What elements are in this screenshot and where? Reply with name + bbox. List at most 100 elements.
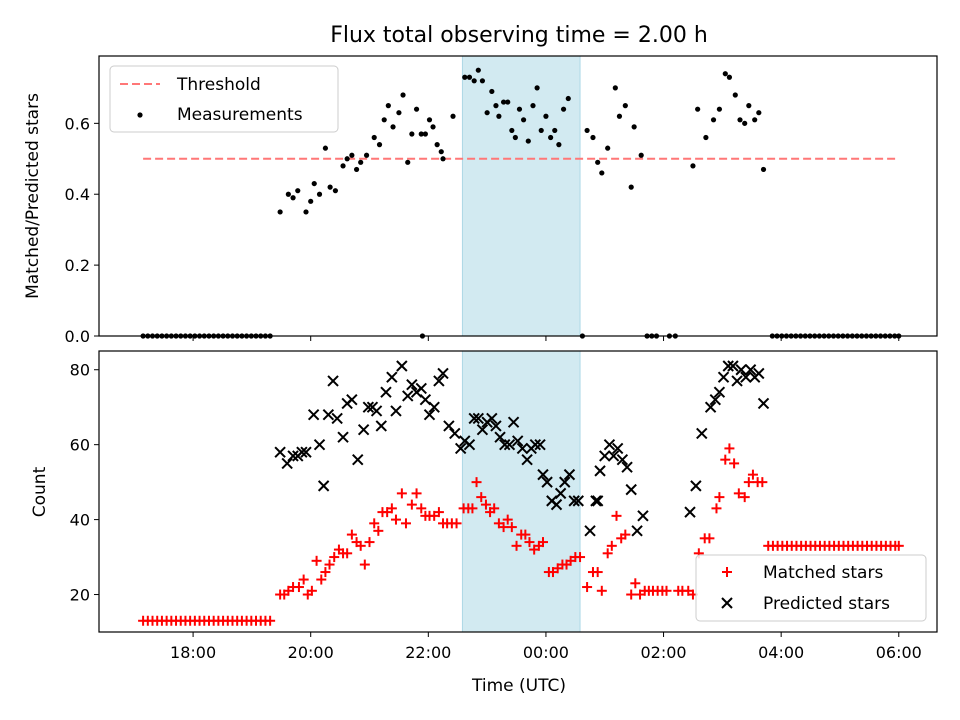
predicted-star-point <box>463 438 476 451</box>
predicted-star-point <box>637 510 649 522</box>
measurement-point <box>752 117 758 123</box>
predicted-star-point <box>375 420 387 432</box>
measurement-point <box>530 103 536 109</box>
matched-star-point <box>342 548 353 559</box>
measurement-point <box>732 92 738 98</box>
matched-star-point <box>416 503 427 514</box>
measurement-point <box>690 163 696 169</box>
measurement-point <box>525 138 531 144</box>
bottom-legend: Matched stars Predicted stars <box>695 554 927 622</box>
matched-star-point <box>480 499 491 510</box>
matched-star-point <box>369 518 380 529</box>
legend-predicted-swatch <box>721 597 733 609</box>
predicted-star-point <box>499 438 511 451</box>
predicted-star-point <box>346 393 358 406</box>
predicted-star-point <box>454 442 467 455</box>
matched-star-point <box>502 514 513 525</box>
legend-box <box>695 554 927 622</box>
legend-measurement-swatch <box>137 112 143 118</box>
chart-title: Flux total observing time = 2.00 h <box>330 23 708 48</box>
measurement-point <box>605 145 611 151</box>
matched-star-point <box>293 582 304 593</box>
bottom-axes-frame <box>98 350 938 633</box>
measurement-point <box>560 106 567 112</box>
measurement-point <box>422 131 428 137</box>
measurement-point <box>726 74 733 80</box>
x-tick-label: 22:00 <box>405 643 451 662</box>
x-tick-label: 20:00 <box>288 643 334 662</box>
matched-star-point <box>722 567 732 577</box>
matched-star-point <box>396 488 407 499</box>
matched-star-point <box>320 567 331 578</box>
predicted-star-point <box>594 465 606 477</box>
measurement-point <box>340 163 346 169</box>
matched-star-point <box>298 574 309 585</box>
predicted-star-point <box>472 412 485 425</box>
legend-box <box>109 65 339 133</box>
predicted-star-point <box>511 435 524 447</box>
predicted-star-point <box>713 386 726 398</box>
top-legend: Threshold Measurements <box>109 65 339 133</box>
matched-star-point <box>329 552 340 563</box>
predicted-star-point <box>616 453 629 466</box>
matched-star-point <box>506 522 517 533</box>
measurement-point <box>390 124 396 130</box>
predicted-star-point <box>709 393 722 406</box>
matched-star-point <box>511 540 522 551</box>
matched-star-point <box>390 514 401 525</box>
predicted-star-point <box>584 525 596 537</box>
measurement-point <box>385 103 391 109</box>
measurement-point <box>413 106 420 112</box>
y-tick-label: 80 <box>70 361 90 380</box>
measurement-point <box>512 134 518 141</box>
matched-star-point <box>433 507 444 518</box>
predicted-star-point <box>727 360 739 372</box>
measurement-point <box>520 117 527 123</box>
measurement-point <box>371 134 377 141</box>
measurement-point <box>332 188 339 194</box>
measurement-point <box>471 78 477 84</box>
legend-predicted-label: Predicted stars <box>763 594 890 614</box>
x-tick-label: 06:00 <box>876 643 922 662</box>
matched-star-point <box>411 488 422 499</box>
matched-star-point <box>471 477 482 488</box>
predicted-star-point <box>696 427 708 440</box>
predicted-star-point <box>386 371 398 383</box>
bottom-panel: 20 40 60 80 18:00 20:00 22:00 00:00 02:00 04:00 06… <box>70 350 938 662</box>
measurement-point <box>509 127 515 134</box>
predicted-star-point <box>603 438 616 451</box>
predicted-star-point <box>503 438 516 451</box>
predicted-star-point <box>631 525 643 537</box>
x-tick-label: 00:00 <box>523 643 569 662</box>
predicted-star-point <box>433 375 445 387</box>
predicted-star-point <box>607 450 620 462</box>
predicted-star-point <box>731 375 743 387</box>
predicted-star-point <box>625 483 637 496</box>
x-tick-label: 02:00 <box>640 643 686 662</box>
measurement-point <box>440 156 446 162</box>
measurement-point <box>590 134 596 141</box>
predicted-star-point <box>313 438 326 451</box>
measurement-point <box>760 166 767 173</box>
matched-star-point <box>704 533 715 544</box>
matched-star-point <box>451 518 462 529</box>
predicted-star-point <box>529 438 542 451</box>
predicted-star-point <box>402 390 414 402</box>
predicted-star-point <box>516 442 529 455</box>
measurement-point <box>290 195 296 201</box>
predicted-star-point <box>554 487 567 500</box>
measurement-point <box>308 198 314 204</box>
measurement-point <box>534 85 540 91</box>
matched-star-point <box>311 555 322 566</box>
matched-star-point <box>596 585 607 596</box>
matched-star-point <box>739 492 750 503</box>
matched-star-point <box>733 488 744 499</box>
y-tick-label: 60 <box>70 436 90 455</box>
measurement-point <box>622 103 628 109</box>
measurement-point <box>703 134 709 141</box>
predicted-star-point <box>443 420 455 432</box>
predicted-star-point <box>494 431 506 443</box>
legend-measurement-label: Measurements <box>177 105 303 125</box>
predicted-star-point <box>406 379 418 391</box>
measurement-point <box>538 127 544 134</box>
